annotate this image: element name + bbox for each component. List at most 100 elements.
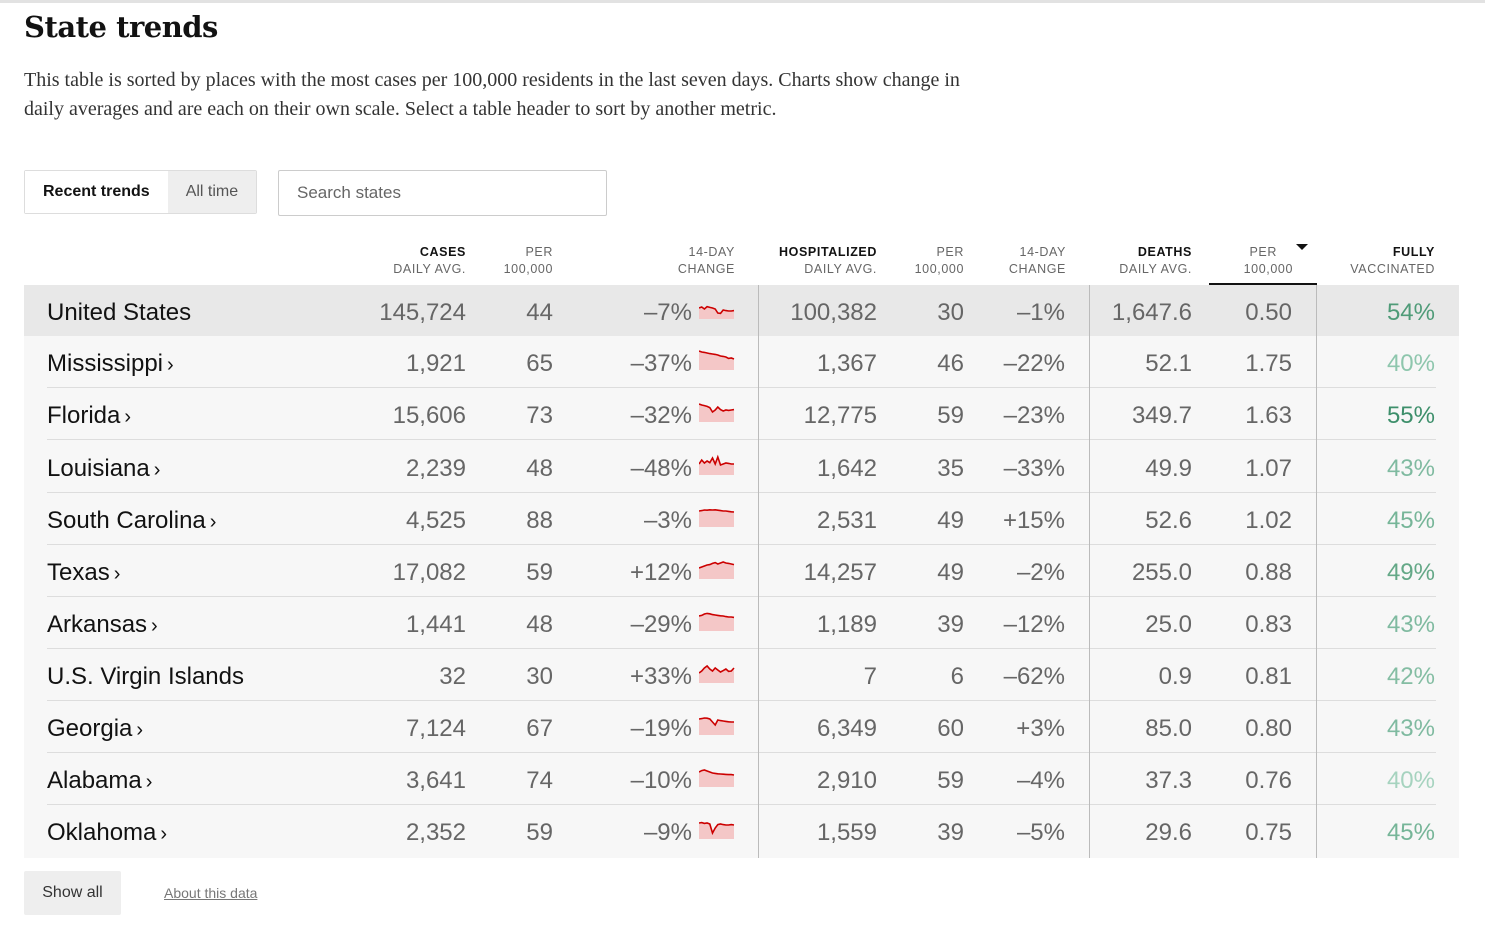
fully-vaccinated: 43% <box>1386 455 1435 482</box>
show-all-button[interactable]: Show all <box>24 871 121 915</box>
place-name[interactable]: Arkansas › <box>47 611 158 639</box>
header-line2: vaccinated <box>1350 262 1435 276</box>
place-name[interactable]: Texas › <box>47 559 120 587</box>
header-cases-daily-avg[interactable]: Cases Daily avg. <box>393 244 466 278</box>
trend-sparkline <box>699 612 735 631</box>
header-hospitalized-daily-avg[interactable]: Hospitalized Daily avg. <box>779 244 877 278</box>
section-title: State trends <box>24 10 218 44</box>
chevron-right-icon: › <box>151 615 158 637</box>
cases-14day-change: –7% <box>643 299 692 326</box>
hosp-14day-change: +3% <box>1016 715 1065 742</box>
cases-14day-change: +33% <box>629 663 692 690</box>
header-deaths-daily-avg[interactable]: Deaths Daily avg. <box>1119 244 1192 278</box>
row-divider <box>47 439 1436 440</box>
header-line2: 100,000 <box>1243 262 1293 276</box>
fully-vaccinated: 49% <box>1386 559 1435 586</box>
deaths-daily-avg: 29.6 <box>1145 819 1192 846</box>
sorted-column-indicator <box>1209 283 1317 285</box>
table-row[interactable]: Oklahoma › 2,352 59 –9% 1,559 39 –5% 29.6 0.75 45% <box>24 805 1459 857</box>
table-row[interactable]: Georgia › 7,124 67 –19% 6,349 60 +3% 85.0 0.80 43% <box>24 701 1459 753</box>
about-this-data-link[interactable]: About this data <box>164 885 258 901</box>
fully-vaccinated: 40% <box>1386 350 1435 377</box>
table-row[interactable]: Florida › 15,606 73 –32% 12,775 59 –23% 349.7 1.6… <box>24 388 1459 440</box>
header-deaths-per-100k[interactable]: Per 100,000 <box>1244 244 1293 278</box>
place-name: United States <box>47 299 191 327</box>
hospitalized-daily-avg: 1,367 <box>816 350 877 377</box>
hosp-14day-change: –1% <box>1016 299 1065 326</box>
cases-daily-avg: 4,525 <box>405 507 466 534</box>
table-row[interactable]: Arkansas › 1,441 48 –29% 1,189 39 –12% 25.0 0.83 4… <box>24 597 1459 649</box>
hosp-14day-change: –22% <box>1003 350 1065 377</box>
toggle-recent-trends[interactable]: Recent trends <box>25 171 168 213</box>
trend-area <box>699 404 734 422</box>
cases-14day-change: –37% <box>630 350 692 377</box>
trend-line <box>699 403 735 414</box>
cases-14day-change: +12% <box>629 559 692 586</box>
place-name[interactable]: Mississippi › <box>47 350 174 378</box>
header-line2: 100,000 <box>503 262 553 276</box>
header-cases-per-100k[interactable]: Per 100,000 <box>504 244 553 278</box>
table-row[interactable]: Texas › 17,082 59 +12% 14,257 49 –2% 255.0 0.88 49… <box>24 545 1459 597</box>
cases-per-100k: 48 <box>526 611 553 638</box>
place-name[interactable]: Florida › <box>47 402 131 430</box>
trend-sparkline <box>699 350 735 370</box>
trend-line <box>699 350 735 360</box>
section-description: This table is sorted by places with the … <box>24 69 960 120</box>
fully-vaccinated: 45% <box>1386 819 1435 846</box>
header-hosp-14day-change[interactable]: 14-day change <box>1009 244 1066 278</box>
deaths-daily-avg: 349.7 <box>1131 402 1192 429</box>
deaths-daily-avg: 0.9 <box>1158 663 1192 690</box>
place-name-label: Florida <box>47 402 121 429</box>
toggle-all-time[interactable]: All time <box>167 171 257 213</box>
hospitalized-daily-avg: 12,775 <box>803 402 877 429</box>
fully-vaccinated: 43% <box>1386 611 1435 638</box>
trend-sparkline <box>699 664 735 683</box>
search-states-input[interactable] <box>278 170 607 216</box>
deaths-per-100k: 0.83 <box>1245 611 1292 638</box>
hosp-per-100k: 35 <box>937 455 964 482</box>
place-name[interactable]: Louisiana › <box>47 455 160 483</box>
header-line1: Cases <box>419 245 466 259</box>
place-name-label: Oklahoma <box>47 819 157 846</box>
header-line2: Daily avg. <box>393 262 466 276</box>
cases-per-100k: 44 <box>526 299 553 326</box>
cases-daily-avg: 145,724 <box>379 299 466 326</box>
trend-sparkline <box>699 508 735 527</box>
table-row[interactable]: Louisiana › 2,239 48 –48% 1,642 35 –33% 49.9 1.07… <box>24 441 1459 493</box>
table-row[interactable]: South Carolina › 4,525 88 –3% 2,531 49 +15% 52.6… <box>24 493 1459 545</box>
cases-14day-change: –29% <box>630 611 692 638</box>
trend-line <box>699 821 735 836</box>
hospitalized-daily-avg: 2,910 <box>816 767 877 794</box>
row-divider <box>47 387 1436 388</box>
place-name[interactable]: Alabama › <box>47 767 152 795</box>
place-name-label: Mississippi <box>47 350 164 377</box>
row-divider <box>47 804 1436 805</box>
trend-sparkline <box>699 454 734 475</box>
table-row[interactable]: Alabama › 3,641 74 –10% 2,910 59 –4% 37.3 0.76 40% <box>24 753 1459 805</box>
cases-per-100k: 74 <box>526 767 553 794</box>
deaths-per-100k: 0.88 <box>1245 559 1292 586</box>
row-divider <box>47 752 1436 753</box>
cases-14day-change: –32% <box>630 402 692 429</box>
cases-daily-avg: 3,641 <box>405 767 466 794</box>
cases-per-100k: 59 <box>526 819 553 846</box>
trend-area <box>699 351 734 370</box>
place-name[interactable]: Georgia › <box>47 715 143 743</box>
trend-sparkline <box>699 717 734 735</box>
place-name[interactable]: South Carolina › <box>47 507 216 535</box>
header-hosp-per-100k[interactable]: Per 100,000 <box>915 244 964 278</box>
header-fully-vaccinated[interactable]: Fully vaccinated <box>1350 244 1435 278</box>
fully-vaccinated: 54% <box>1386 299 1435 326</box>
fully-vaccinated: 55% <box>1386 402 1435 429</box>
cases-per-100k: 65 <box>526 350 553 377</box>
header-line1: Per <box>936 245 964 259</box>
header-line1: 14-day <box>1019 245 1066 259</box>
place-name[interactable]: Oklahoma › <box>47 819 167 847</box>
cases-daily-avg: 1,441 <box>405 611 466 638</box>
hosp-14day-change: –12% <box>1003 611 1065 638</box>
deaths-per-100k: 1.75 <box>1245 350 1292 377</box>
header-cases-14day-change[interactable]: 14-day change <box>678 244 735 278</box>
table-row[interactable]: Mississippi › 1,921 65 –37% 1,367 46 –22% 52.1 1.… <box>24 336 1459 388</box>
hosp-14day-change: –62% <box>1003 663 1065 690</box>
place-name-label: U.S. Virgin Islands <box>47 663 244 690</box>
